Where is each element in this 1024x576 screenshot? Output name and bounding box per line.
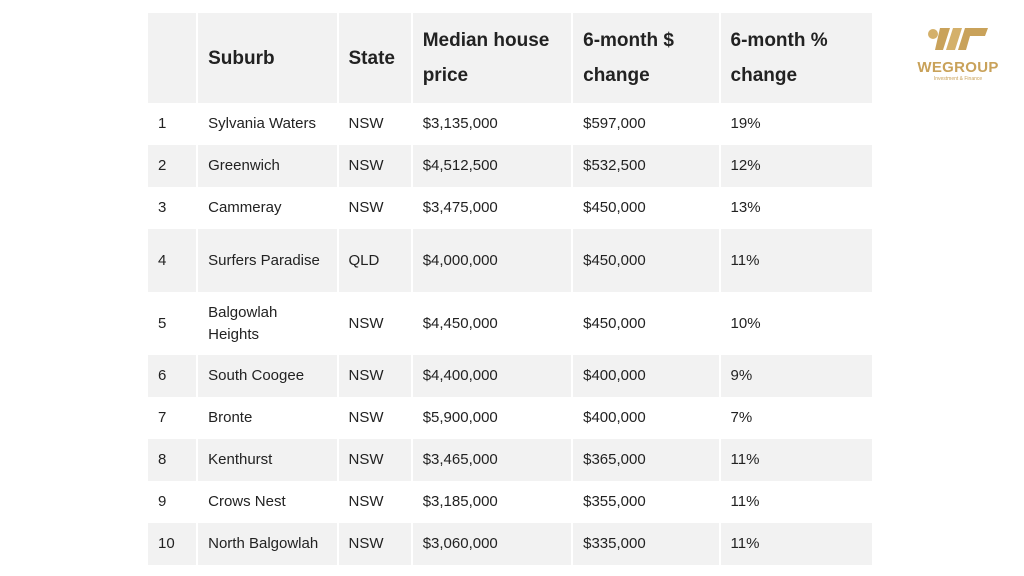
table-cell: NSW: [338, 355, 411, 397]
table-cell: $4,450,000: [412, 292, 572, 355]
suburb-table: Suburb State Median house price 6-month $ c…: [146, 13, 874, 565]
header-cell: Median house price: [412, 13, 572, 103]
table-row: 9 Crows Nest NSW $3,185,000 $355,000 11%: [148, 481, 872, 523]
table-cell: NSW: [338, 187, 411, 229]
table-cell: 2: [148, 145, 197, 187]
table-row: 3 Cammeray NSW $3,475,000 $450,000 13%: [148, 187, 872, 229]
table-cell: NSW: [338, 145, 411, 187]
header-cell: State: [338, 13, 411, 103]
table-cell: $3,135,000: [412, 103, 572, 145]
table-cell: $3,185,000: [412, 481, 572, 523]
table-cell: Cammeray: [198, 187, 337, 229]
table-cell: 11%: [720, 229, 872, 292]
table-cell: 9: [148, 481, 197, 523]
table-cell: QLD: [338, 229, 411, 292]
table-cell: 9%: [720, 355, 872, 397]
table-cell: $597,000: [573, 103, 719, 145]
table-cell: $365,000: [573, 439, 719, 481]
table-cell: Greenwich: [198, 145, 337, 187]
table-cell: NSW: [338, 481, 411, 523]
table-cell: $450,000: [573, 229, 719, 292]
table-cell: 3: [148, 187, 197, 229]
header-cell: 6-month $ change: [573, 13, 719, 103]
header-cell: Suburb: [198, 13, 337, 103]
table-cell: 12%: [720, 145, 872, 187]
table-cell: 4: [148, 229, 197, 292]
table-cell: $4,000,000: [412, 229, 572, 292]
table-cell: $4,400,000: [412, 355, 572, 397]
table-cell: Kenthurst: [198, 439, 337, 481]
table-cell: Bronte: [198, 397, 337, 439]
table-cell: NSW: [338, 523, 411, 565]
table-cell: $450,000: [573, 187, 719, 229]
table-cell: 11%: [720, 439, 872, 481]
table-cell: 10: [148, 523, 197, 565]
table-cell: Balgowlah Heights: [198, 292, 337, 355]
logo-tagline: Investment & Finance: [933, 76, 983, 82]
table-cell: $3,465,000: [412, 439, 572, 481]
table-cell: NSW: [338, 292, 411, 355]
table-body: 1 Sylvania Waters NSW $3,135,000 $597,000 19%…: [148, 103, 872, 565]
table-cell: South Coogee: [198, 355, 337, 397]
table-cell: NSW: [338, 439, 411, 481]
table-row: 8 Kenthurst NSW $3,465,000 $365,000 11%: [148, 439, 872, 481]
table-cell: 7%: [720, 397, 872, 439]
table-cell: $450,000: [573, 292, 719, 355]
table-cell: $355,000: [573, 481, 719, 523]
table-cell: $4,512,500: [412, 145, 572, 187]
table-cell: $3,475,000: [412, 187, 572, 229]
table-cell: 10%: [720, 292, 872, 355]
table-cell: North Balgowlah: [198, 523, 337, 565]
table-cell: 8: [148, 439, 197, 481]
table-cell: NSW: [338, 397, 411, 439]
header-row: Suburb State Median house price 6-month $ c…: [148, 13, 872, 103]
table-row: 5 Balgowlah Heights NSW $4,450,000 $450,000 1…: [148, 292, 872, 355]
table-cell: $3,060,000: [412, 523, 572, 565]
table-cell: 13%: [720, 187, 872, 229]
table-row: 7 Bronte NSW $5,900,000 $400,000 7%: [148, 397, 872, 439]
table-cell: $532,500: [573, 145, 719, 187]
table-cell: 5: [148, 292, 197, 355]
table-cell: Crows Nest: [198, 481, 337, 523]
table-row: 2 Greenwich NSW $4,512,500 $532,500 12%: [148, 145, 872, 187]
table-cell: 6: [148, 355, 197, 397]
table-cell: $5,900,000: [412, 397, 572, 439]
table-cell: NSW: [338, 103, 411, 145]
table-cell: 7: [148, 397, 197, 439]
table-cell: 1: [148, 103, 197, 145]
table-cell: $400,000: [573, 355, 719, 397]
logo: WEGROUP Investment & Finance: [912, 26, 1004, 82]
table-cell: Surfers Paradise: [198, 229, 337, 292]
header-cell: [148, 13, 197, 103]
table-row: 1 Sylvania Waters NSW $3,135,000 $597,000 19%: [148, 103, 872, 145]
logo-name: WEGROUP: [917, 59, 999, 76]
table-row: 4 Surfers Paradise QLD $4,000,000 $450,000 11…: [148, 229, 872, 292]
table-row: 6 South Coogee NSW $4,400,000 $400,000 9%: [148, 355, 872, 397]
table-cell: 11%: [720, 481, 872, 523]
table-cell: Sylvania Waters: [198, 103, 337, 145]
table-cell: $335,000: [573, 523, 719, 565]
table-cell: $400,000: [573, 397, 719, 439]
table-cell: 19%: [720, 103, 872, 145]
header-cell: 6-month % change: [720, 13, 872, 103]
table-cell: 11%: [720, 523, 872, 565]
logo-icon: [928, 28, 988, 50]
table-row: 10 North Balgowlah NSW $3,060,000 $335,000 11…: [148, 523, 872, 565]
